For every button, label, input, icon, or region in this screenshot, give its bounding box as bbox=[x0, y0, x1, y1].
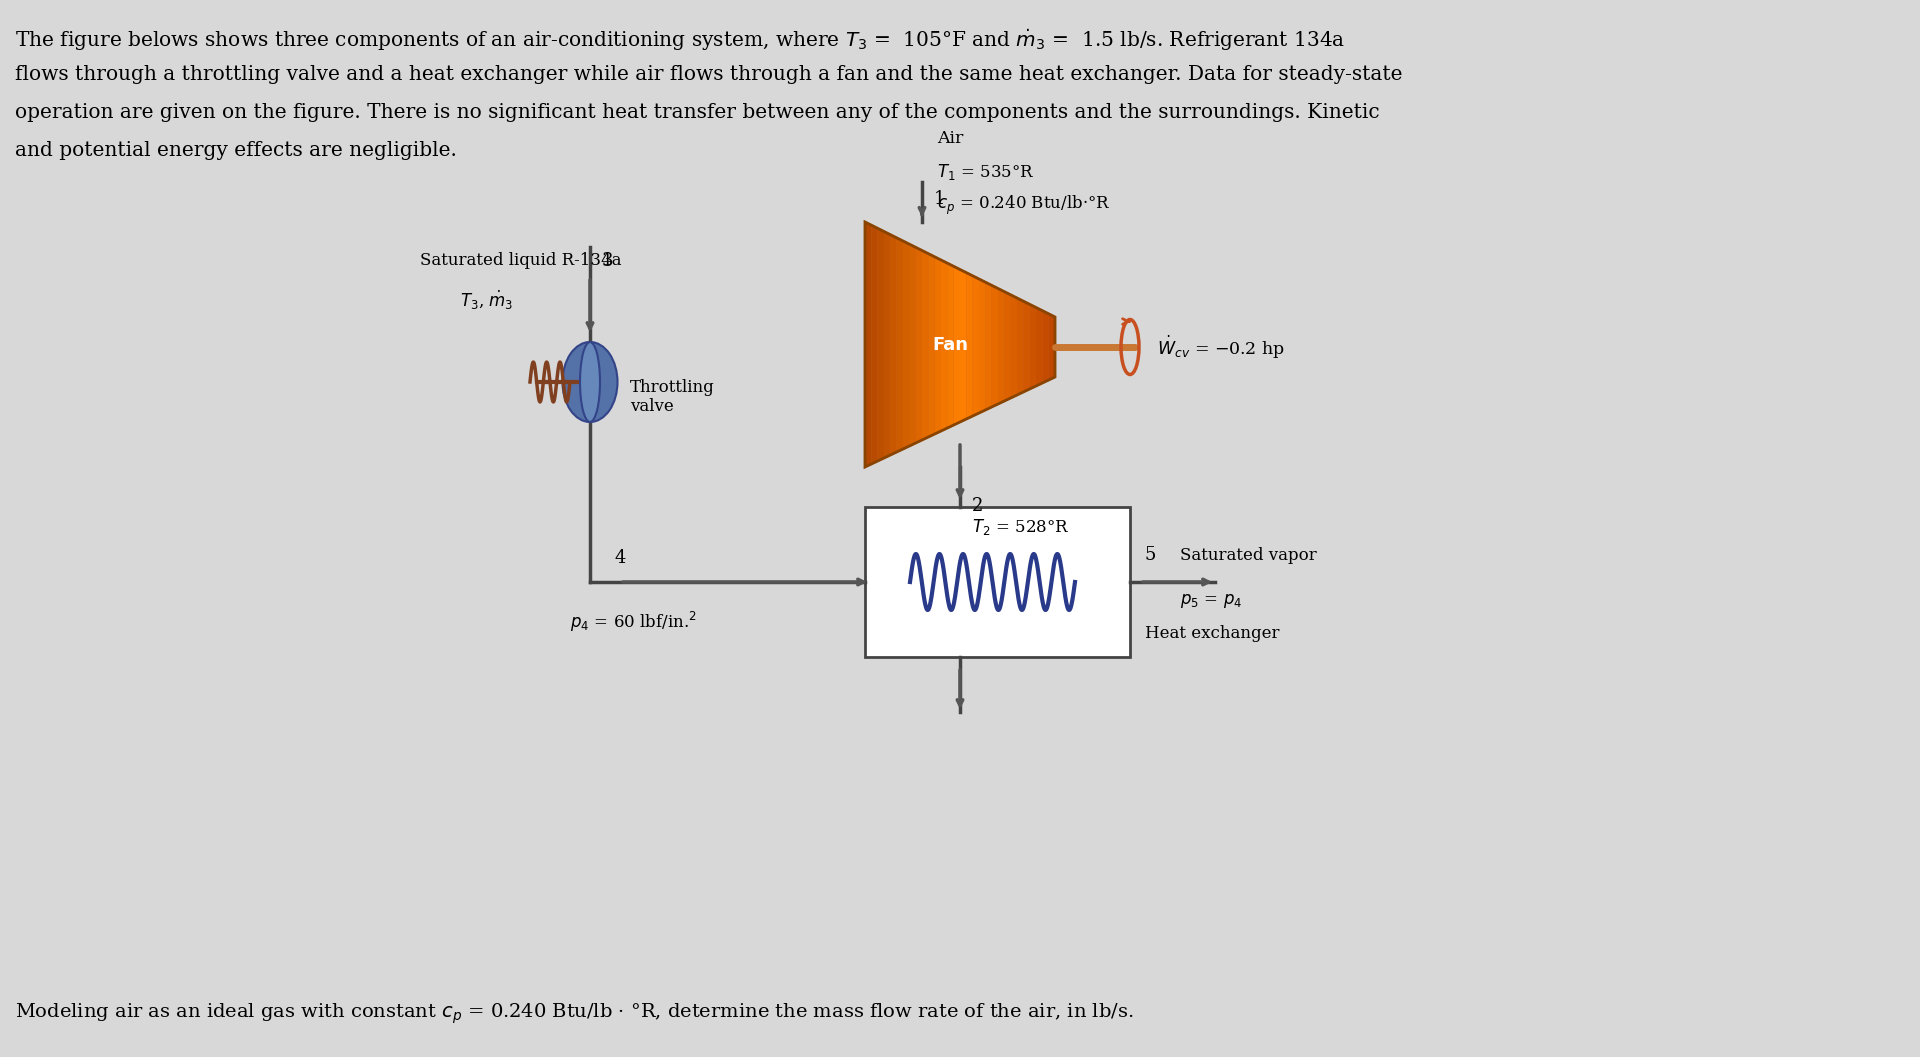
Polygon shape bbox=[910, 244, 916, 446]
Polygon shape bbox=[897, 238, 902, 452]
Polygon shape bbox=[902, 241, 910, 449]
Polygon shape bbox=[954, 266, 960, 425]
Polygon shape bbox=[877, 228, 883, 461]
Polygon shape bbox=[916, 247, 922, 443]
Polygon shape bbox=[973, 276, 979, 416]
Text: 3: 3 bbox=[603, 252, 614, 270]
Polygon shape bbox=[979, 279, 985, 413]
Text: $\dot{W}_{cv}$ = −0.2 hp: $\dot{W}_{cv}$ = −0.2 hp bbox=[1158, 333, 1284, 360]
Text: 5: 5 bbox=[1144, 546, 1156, 564]
Polygon shape bbox=[985, 282, 991, 410]
Text: 1: 1 bbox=[933, 190, 945, 208]
Polygon shape bbox=[883, 231, 891, 458]
Text: Modeling air as an ideal gas with constant $c_p$ = 0.240 Btu/lb · °R, determine : Modeling air as an ideal gas with consta… bbox=[15, 1002, 1133, 1026]
Text: $p_5$ = $p_4$: $p_5$ = $p_4$ bbox=[1181, 592, 1242, 610]
Text: $T_3$, $\dot{m}_3$: $T_3$, $\dot{m}_3$ bbox=[461, 289, 513, 312]
Text: Saturated vapor: Saturated vapor bbox=[1181, 548, 1317, 564]
Ellipse shape bbox=[563, 342, 618, 422]
Text: 4: 4 bbox=[614, 549, 626, 567]
Polygon shape bbox=[941, 260, 947, 431]
Text: Heat exchanger: Heat exchanger bbox=[1144, 625, 1279, 642]
Text: Air: Air bbox=[937, 130, 964, 147]
Text: Fan: Fan bbox=[931, 335, 968, 353]
Text: Saturated liquid R-134a: Saturated liquid R-134a bbox=[420, 252, 622, 268]
Polygon shape bbox=[866, 222, 872, 467]
Polygon shape bbox=[1018, 298, 1023, 395]
Text: operation are given on the figure. There is no significant heat transfer between: operation are given on the figure. There… bbox=[15, 103, 1380, 122]
Polygon shape bbox=[1004, 292, 1010, 401]
Text: $c_p$ = 0.240 Btu/lb·°R: $c_p$ = 0.240 Btu/lb·°R bbox=[937, 193, 1110, 217]
Polygon shape bbox=[872, 225, 877, 464]
Polygon shape bbox=[929, 254, 935, 437]
Polygon shape bbox=[1043, 311, 1048, 383]
Text: $p_4$ = 60 lbf/in.$^2$: $p_4$ = 60 lbf/in.$^2$ bbox=[570, 610, 697, 634]
Polygon shape bbox=[966, 273, 973, 419]
Polygon shape bbox=[922, 251, 929, 440]
Text: and potential energy effects are negligible.: and potential energy effects are negligi… bbox=[15, 141, 457, 160]
Polygon shape bbox=[998, 289, 1004, 404]
Polygon shape bbox=[866, 222, 1054, 467]
FancyBboxPatch shape bbox=[866, 507, 1131, 657]
Text: flows through a throttling valve and a heat exchanger while air flows through a : flows through a throttling valve and a h… bbox=[15, 64, 1402, 84]
Polygon shape bbox=[960, 270, 966, 422]
Text: Throttling
valve: Throttling valve bbox=[630, 378, 714, 415]
Text: $T_1$ = 535°R: $T_1$ = 535°R bbox=[937, 162, 1035, 182]
Text: $T_2$ = 528°R: $T_2$ = 528°R bbox=[972, 517, 1069, 537]
Ellipse shape bbox=[580, 342, 599, 422]
Polygon shape bbox=[1010, 295, 1018, 398]
Polygon shape bbox=[947, 263, 954, 428]
Polygon shape bbox=[1023, 301, 1029, 392]
Polygon shape bbox=[1048, 314, 1054, 381]
Polygon shape bbox=[991, 285, 998, 407]
Polygon shape bbox=[891, 235, 897, 455]
Text: The figure belows shows three components of an air-conditioning system, where $T: The figure belows shows three components… bbox=[15, 27, 1346, 53]
Polygon shape bbox=[1029, 304, 1037, 389]
Polygon shape bbox=[935, 257, 941, 434]
Polygon shape bbox=[1037, 308, 1043, 386]
Text: 2: 2 bbox=[972, 497, 983, 515]
